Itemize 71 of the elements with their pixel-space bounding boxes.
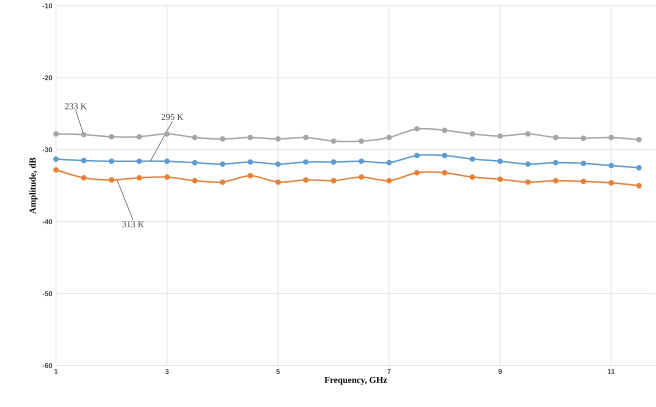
point [330,159,336,165]
point [108,158,114,164]
point [470,174,476,180]
point [136,175,142,181]
point [497,176,503,182]
point [470,131,476,137]
annotation: 295 K [162,114,184,120]
point [497,158,503,164]
point [386,134,392,140]
point [275,162,281,168]
point [220,162,226,168]
x-axis-title: Frequency, GHz [324,377,387,386]
point [358,158,364,164]
point [414,126,420,132]
point [525,162,531,168]
point [358,138,364,144]
point [442,152,448,158]
point [636,183,642,189]
point [53,167,59,173]
point [220,180,226,186]
point [136,134,142,140]
point [275,180,281,186]
point [80,132,86,138]
point [164,131,170,137]
point [636,165,642,171]
point [580,136,586,142]
point [442,170,448,176]
point [386,160,392,166]
point [248,159,254,165]
point [80,175,86,181]
point [497,134,503,140]
point [608,163,614,169]
point [358,174,364,180]
point [414,170,420,176]
point [108,177,114,183]
point [53,131,59,137]
point [608,180,614,186]
point [192,160,198,166]
point [552,134,558,140]
point [330,178,336,184]
point [330,138,336,144]
point [248,134,254,140]
point [414,152,420,158]
point [192,134,198,140]
point [136,158,142,164]
point [580,178,586,184]
point [53,156,59,162]
point [386,178,392,184]
point [192,178,198,184]
point [275,136,281,142]
point [303,159,309,165]
point [108,134,114,140]
point [552,160,558,166]
point [580,160,586,166]
point [220,136,226,142]
point [164,158,170,164]
annotation: 313 K [122,221,144,228]
point [442,128,448,134]
point [164,174,170,180]
point [608,134,614,140]
point [525,180,531,186]
point [636,137,642,143]
annotation: 233 K [65,103,87,110]
y-axis-title: Amplitude, dB [29,158,38,214]
point [552,178,558,184]
point [303,134,309,140]
point [525,131,531,137]
point [303,177,309,183]
point [248,173,254,179]
point [80,158,86,164]
point [470,156,476,162]
